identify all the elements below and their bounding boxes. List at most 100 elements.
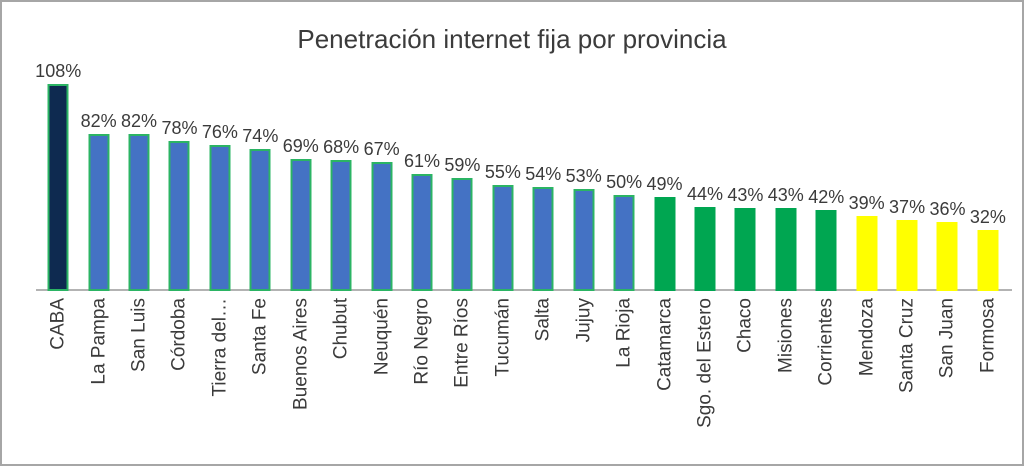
bar-column: 61% Río Negro — [402, 2, 442, 464]
bar-Formosa — [977, 229, 999, 291]
bar-value-label: 69% — [282, 135, 319, 156]
x-axis-label: Chaco — [734, 298, 756, 353]
bar-column: 108% CABA — [35, 2, 82, 464]
bar-value-label: 49% — [646, 173, 683, 194]
x-axis-label: Entre Ríos — [451, 298, 473, 388]
x-axis-label: Sgo. del Estero — [694, 298, 716, 428]
x-axis-label: Chubut — [330, 298, 352, 360]
bar-value-label: 55% — [484, 162, 521, 183]
bar-Catamarca — [654, 196, 676, 291]
bar-Mendoza — [856, 216, 878, 291]
bar-Salta — [532, 187, 554, 291]
bar-value-label: 82% — [121, 110, 158, 131]
bar-value-label: 32% — [969, 206, 1006, 227]
bar-value-label: 67% — [363, 139, 400, 160]
bar-value-label: 82% — [80, 110, 117, 131]
bar-value-label: 44% — [686, 183, 723, 204]
bar-column: 69% Buenos Aires — [281, 2, 321, 464]
bar-column: 59% Entre Ríos — [442, 2, 482, 464]
bar-San Juan — [936, 221, 958, 291]
bar-column: 43% Misiones — [766, 2, 806, 464]
x-axis-label: Jujuy — [573, 298, 595, 343]
bar-column: 67% Neuquén — [361, 2, 401, 464]
bar-column: 43% Chaco — [725, 2, 765, 464]
bar-column: 39% Mendoza — [846, 2, 886, 464]
bar-column: 37% Santa Cruz — [887, 2, 927, 464]
bar-Misiones — [775, 208, 797, 291]
bar-column: 68% Chubut — [321, 2, 361, 464]
bar-column: 82% San Luis — [119, 2, 159, 464]
bar-Tierra del… — [209, 145, 231, 291]
bar-value-label: 39% — [848, 193, 885, 214]
bar-value-label: 54% — [525, 164, 562, 185]
x-axis-label: Tierra del… — [209, 298, 231, 397]
x-axis-label: La Pampa — [88, 298, 110, 385]
bar-column: 32% Formosa — [968, 2, 1008, 464]
x-axis-label: San Juan — [936, 298, 958, 379]
bar-Entre Ríos — [451, 177, 473, 291]
bar-value-label: 43% — [727, 185, 764, 206]
bar-Chaco — [734, 208, 756, 291]
x-axis-label: Neuquén — [371, 298, 393, 376]
bar-column: 55% Tucumán — [483, 2, 523, 464]
bar-Tucumán — [492, 185, 514, 291]
bar-column: 82% La Pampa — [78, 2, 118, 464]
bar-Neuquén — [371, 162, 393, 291]
bar-value-label: 37% — [889, 196, 926, 217]
x-axis-line — [36, 289, 1012, 291]
bar-column: 44% Sgo. del Estero — [685, 2, 725, 464]
bar-column: 54% Salta — [523, 2, 563, 464]
bar-column: 76% Tierra del… — [200, 2, 240, 464]
x-axis-label: La Rioja — [613, 298, 635, 368]
x-axis-label: Santa Cruz — [896, 298, 918, 394]
bar-value-label: 61% — [403, 150, 441, 171]
bar-column: 36% San Juan — [927, 2, 967, 464]
bar-La Rioja — [613, 195, 635, 291]
x-axis-label: CABA — [47, 298, 69, 350]
plot-area: 108% CABA 82% La Pampa 82% San Luis 78% Córdoba… — [35, 2, 1012, 464]
bar-columns: 108% CABA 82% La Pampa 82% San Luis 78% Córdoba… — [35, 2, 1008, 464]
bar-Corrientes — [815, 210, 837, 291]
x-axis-label: San Luis — [128, 298, 150, 372]
bar-value-label: 36% — [929, 198, 966, 219]
x-axis-label: Río Negro — [411, 298, 433, 385]
x-axis-label: Salta — [532, 298, 554, 342]
x-axis-label: Corrientes — [815, 298, 837, 386]
bar-Sgo. del Estero — [694, 206, 716, 291]
x-axis-label: Catamarca — [654, 298, 676, 391]
bar-Córdoba — [168, 141, 190, 291]
chart-title: Penetración internet fija por provincia — [297, 24, 727, 54]
bar-column: 50% La Rioja — [604, 2, 644, 464]
bar-value-label: 43% — [767, 185, 804, 206]
x-axis-label: Tucumán — [492, 298, 514, 377]
x-axis-label: Misiones — [775, 298, 797, 373]
bar-Chubut — [330, 160, 352, 291]
bar-Santa Cruz — [896, 219, 918, 291]
x-axis-label: Santa Fe — [249, 298, 271, 376]
bar-column: 53% Jujuy — [563, 2, 603, 464]
bar-column: 78% Córdoba — [159, 2, 199, 464]
bar-value-label: 42% — [808, 187, 845, 208]
x-axis-label: Mendoza — [856, 298, 878, 377]
bar-value-label: 108% — [35, 60, 82, 81]
x-axis-label: Formosa — [977, 298, 999, 373]
bar-San Luis — [128, 133, 150, 291]
bar-Buenos Aires — [290, 158, 312, 291]
bar-value-label: 50% — [606, 172, 643, 192]
bar-value-label: 59% — [444, 154, 481, 175]
bar-Santa Fe — [249, 148, 271, 291]
bar-column: 74% Santa Fe — [240, 2, 280, 464]
bar-column: 49% Catamarca — [644, 2, 684, 464]
bar-La Pampa — [88, 133, 110, 291]
bar-value-label: 78% — [161, 118, 198, 139]
bar-column: 42% Corrientes — [806, 2, 846, 464]
bar-CABA — [47, 83, 69, 291]
bar-value-label: 53% — [565, 166, 602, 187]
bar-value-label: 76% — [201, 122, 238, 143]
bar-value-label: 68% — [323, 137, 360, 158]
bar-Jujuy — [573, 189, 595, 291]
x-axis-label: Córdoba — [168, 298, 190, 371]
bar-Río Negro — [411, 173, 433, 291]
x-axis-label: Buenos Aires — [290, 298, 312, 410]
